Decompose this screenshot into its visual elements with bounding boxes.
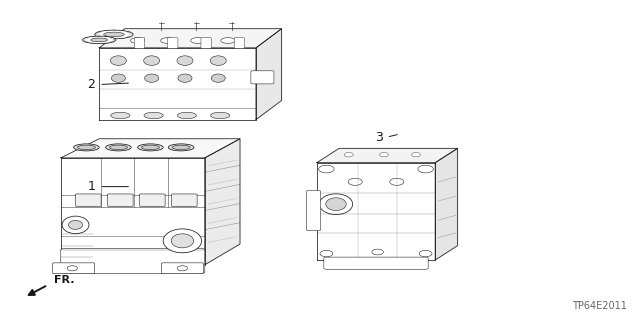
FancyBboxPatch shape (307, 190, 321, 231)
Ellipse shape (141, 145, 159, 150)
Ellipse shape (191, 38, 205, 43)
Ellipse shape (168, 144, 194, 151)
Text: 2: 2 (88, 78, 95, 91)
Text: TP64E2011: TP64E2011 (572, 301, 627, 311)
Ellipse shape (106, 144, 131, 151)
Ellipse shape (177, 112, 196, 119)
Circle shape (372, 249, 383, 255)
FancyBboxPatch shape (140, 194, 165, 206)
FancyBboxPatch shape (234, 38, 244, 48)
Ellipse shape (77, 145, 95, 150)
Ellipse shape (104, 32, 124, 37)
Text: 1: 1 (88, 180, 95, 193)
Circle shape (390, 178, 404, 185)
Ellipse shape (178, 74, 192, 82)
FancyBboxPatch shape (168, 38, 178, 48)
Circle shape (344, 152, 353, 157)
Ellipse shape (177, 56, 193, 65)
Polygon shape (61, 139, 240, 158)
Polygon shape (99, 48, 256, 120)
Ellipse shape (111, 74, 125, 82)
Polygon shape (317, 148, 458, 163)
Ellipse shape (326, 198, 346, 211)
Ellipse shape (172, 145, 190, 150)
Ellipse shape (111, 112, 130, 119)
Ellipse shape (144, 56, 160, 65)
Ellipse shape (172, 234, 193, 248)
Ellipse shape (161, 38, 175, 43)
Ellipse shape (221, 38, 235, 43)
Polygon shape (61, 158, 205, 265)
Ellipse shape (110, 56, 127, 65)
Text: FR.: FR. (54, 275, 75, 285)
FancyBboxPatch shape (324, 257, 428, 269)
Ellipse shape (91, 38, 108, 42)
Ellipse shape (319, 194, 353, 215)
FancyBboxPatch shape (201, 38, 211, 48)
Polygon shape (99, 29, 282, 48)
FancyBboxPatch shape (134, 38, 145, 48)
Ellipse shape (131, 38, 145, 43)
Polygon shape (317, 163, 435, 260)
Ellipse shape (74, 144, 99, 151)
FancyBboxPatch shape (161, 263, 204, 274)
Ellipse shape (68, 220, 83, 229)
Circle shape (418, 165, 433, 173)
Ellipse shape (62, 216, 89, 234)
Ellipse shape (95, 30, 133, 39)
Circle shape (348, 178, 362, 185)
Circle shape (67, 266, 77, 271)
Ellipse shape (211, 74, 225, 82)
FancyBboxPatch shape (108, 194, 133, 206)
Circle shape (380, 152, 388, 157)
Circle shape (177, 266, 188, 271)
FancyBboxPatch shape (172, 194, 197, 206)
FancyBboxPatch shape (52, 263, 95, 274)
Ellipse shape (211, 112, 230, 119)
Circle shape (320, 250, 333, 257)
Ellipse shape (144, 112, 163, 119)
FancyBboxPatch shape (61, 249, 205, 273)
Circle shape (412, 152, 420, 157)
Ellipse shape (163, 229, 202, 253)
Ellipse shape (138, 144, 163, 151)
Ellipse shape (145, 74, 159, 82)
Circle shape (419, 250, 432, 257)
Ellipse shape (210, 56, 227, 65)
Circle shape (319, 165, 334, 173)
Polygon shape (256, 29, 282, 120)
FancyBboxPatch shape (251, 71, 274, 84)
Ellipse shape (83, 36, 116, 44)
Ellipse shape (109, 145, 127, 150)
Polygon shape (435, 148, 458, 260)
FancyBboxPatch shape (76, 194, 101, 206)
Polygon shape (205, 139, 240, 265)
Text: 3: 3 (375, 131, 383, 144)
